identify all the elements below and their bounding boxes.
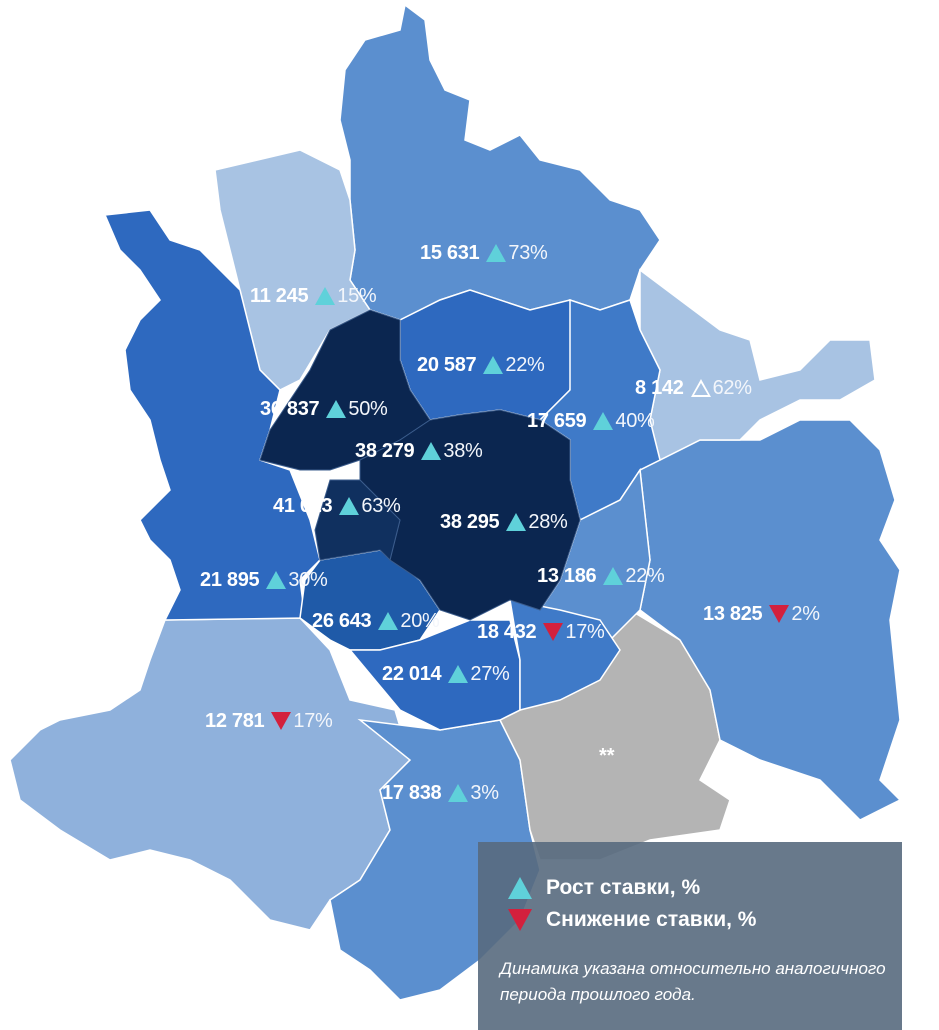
legend-panel: Рост ставки, % Снижение ставки, % Динами… [478,842,902,1030]
district-rate-value: 11 245 [250,285,309,307]
district-rate-value: 38 279 [355,440,415,462]
district-rate-value: 22 014 [382,663,442,685]
district-rate-change: 20% [400,610,440,632]
triangle-down-icon [543,623,564,641]
district-rate-change: 38% [443,440,483,462]
district-rate-value: 20 587 [417,354,477,376]
no-data-mark: ** [599,745,615,767]
district-rate-change: 22% [505,354,545,376]
legend-item-increase: Рост ставки, % [508,876,700,900]
district-rate-value: 21 895 [200,569,260,591]
district-label: 8 142 62% [635,377,752,399]
district-label: 26 643 20% [312,610,440,632]
district-label: 11 245 15% [250,285,377,307]
triangle-up-icon [448,665,469,683]
district-rate-value: 38 295 [440,511,500,533]
triangle-down-icon [769,605,790,623]
district-label: 18 432 17% [477,621,605,643]
legend-note: Динамика указана относительно аналогично… [500,959,886,1004]
district-label: 17 659 40% [527,410,655,432]
district-rate-value: 17 838 [382,782,442,804]
district-region-southwest [9,617,411,931]
district-label: 12 781 17% [205,710,333,732]
district-rate-change: 40% [615,410,655,432]
triangle-up-icon [266,571,287,589]
legend-label-increase: Рост ставки, % [546,876,701,899]
district-rate-value: 15 631 [420,242,480,264]
district-rate-change: 15% [337,285,377,307]
triangle-up-icon [506,513,527,531]
district-label: 13 825 2% [703,603,820,625]
triangle-up-icon [326,400,347,418]
district-region-northwest [214,149,372,391]
district-rate-change: 50% [348,398,388,420]
district-label: 13 186 22% [537,565,665,587]
district-rate-change: 62% [712,377,752,399]
triangle-down-icon [271,712,292,730]
district-rate-value: 13 186 [537,565,597,587]
legend-label-decrease: Снижение ставки, % [546,908,757,931]
district-label: 41 023 63% [273,495,401,517]
district-label: 36 837 50% [260,398,388,420]
triangle-up-icon [508,877,532,899]
district-rate-change: 17% [293,710,333,732]
triangle-down-icon [508,909,532,931]
district-rate-change: 17% [565,621,605,643]
district-rate-value: 41 023 [273,495,333,517]
district-rate-value: 36 837 [260,398,320,420]
district-rate-value: 13 825 [703,603,763,625]
district-label: 22 014 27% [382,663,510,685]
district-rate-value: 12 781 [205,710,265,732]
district-region-south-central-3 [509,599,621,711]
district-rate-value: 18 432 [477,621,537,643]
triangle-up-icon [378,612,399,630]
district-rate-change: 3% [470,782,499,804]
district-rate-change: 73% [508,242,548,264]
triangle-up-icon [448,784,469,802]
district-label: 21 895 30% [200,569,328,591]
district-label: 15 631 73% [420,242,548,264]
district-rate-change: 63% [361,495,401,517]
district-rate-value: 17 659 [527,410,587,432]
district-rate-change: 22% [625,565,665,587]
triangle-up-icon [483,356,504,374]
district-region-center-west [314,479,401,561]
district-label: 17 838 3% [382,782,499,804]
district-rate-value: 26 643 [312,610,372,632]
district-region-west [103,209,321,621]
triangle-up-icon [315,287,336,305]
triangle-up-icon [603,567,624,585]
district-rate-change: 2% [791,603,820,625]
district-region-north [339,3,661,321]
district-label: 20 587 22% [417,354,545,376]
triangle-up-icon [486,244,507,262]
district-rate-change: 27% [470,663,510,685]
triangle-up-icon [690,379,711,397]
district-rate-value: 8 142 [635,377,684,399]
district-rate-change: 28% [528,511,568,533]
district-label: 38 295 28% [440,511,568,533]
district-label: 38 279 38% [355,440,483,462]
district-rate-change: 30% [288,569,328,591]
legend-item-decrease: Снижение ставки, % [508,908,756,932]
triangle-up-icon [339,497,360,515]
triangle-up-icon [421,442,442,460]
triangle-up-icon [593,412,614,430]
